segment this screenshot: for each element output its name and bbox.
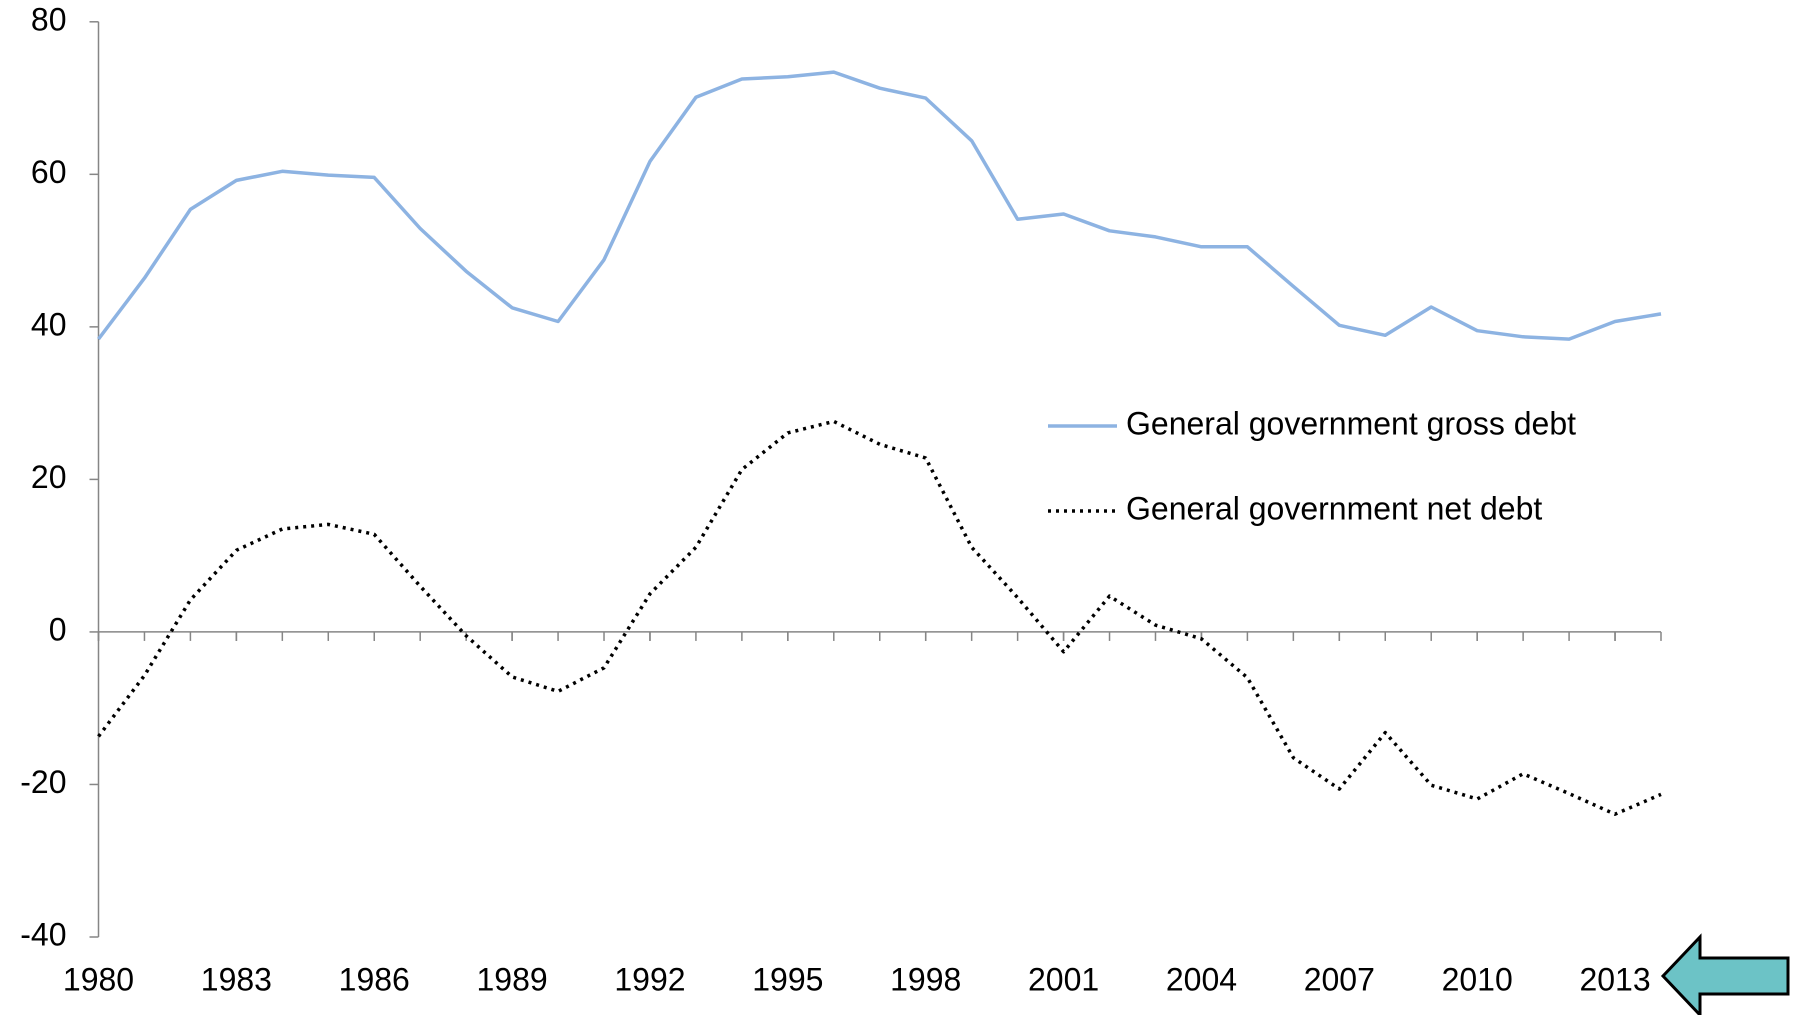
legend-label: General government gross debt (1126, 405, 1576, 441)
y-tick-label: 20 (31, 459, 67, 495)
y-tick-label: 60 (31, 154, 67, 190)
y-tick-label: 80 (31, 1, 67, 37)
y-tick-label: -40 (20, 916, 66, 952)
x-tick-label: 1986 (339, 961, 410, 997)
nav-arrow[interactable] (1660, 933, 1790, 1015)
x-tick-label: 2013 (1579, 961, 1650, 997)
x-tick-label: 2001 (1028, 961, 1099, 997)
x-tick-label: 1992 (614, 961, 685, 997)
x-tick-label: 1998 (890, 961, 961, 997)
series-line (97, 419, 1662, 816)
series-line (97, 70, 1662, 341)
y-tick-label: 40 (31, 306, 67, 342)
x-tick-label: 1980 (63, 961, 134, 997)
x-tick-label: 1989 (477, 961, 548, 997)
y-tick-label: 0 (49, 611, 67, 647)
x-tick-label: 1995 (752, 961, 823, 997)
x-tick-label: 2010 (1442, 961, 1513, 997)
x-tick-label: 2007 (1304, 961, 1375, 997)
y-tick-label: -20 (20, 764, 66, 800)
x-tick-label: 2004 (1166, 961, 1237, 997)
x-tick-label: 1983 (201, 961, 272, 997)
legend-label: General government net debt (1126, 490, 1542, 526)
